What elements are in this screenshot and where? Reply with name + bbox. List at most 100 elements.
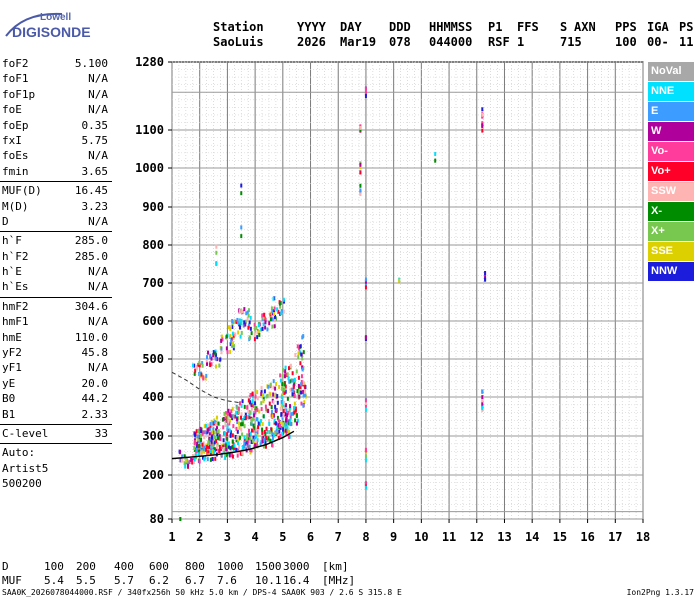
echo-point bbox=[211, 442, 214, 447]
param-value: 3.65 bbox=[81, 164, 109, 178]
param-row: foF2 5.100 bbox=[0, 56, 112, 71]
echo-point bbox=[250, 439, 253, 444]
echo-point bbox=[246, 443, 249, 448]
echo-point bbox=[211, 457, 214, 462]
echo-point bbox=[273, 324, 276, 329]
echo-point bbox=[261, 313, 264, 318]
echo-point bbox=[247, 308, 250, 313]
echo-point bbox=[265, 436, 268, 441]
echo-point bbox=[225, 346, 228, 351]
echo-point bbox=[481, 107, 484, 112]
row-value: 6.2 bbox=[149, 574, 169, 587]
echo-point bbox=[191, 458, 194, 463]
echo-point bbox=[244, 415, 247, 420]
echo-point bbox=[282, 414, 285, 419]
header-col-label: PS bbox=[679, 20, 694, 34]
echo-point bbox=[200, 429, 203, 434]
echo-point bbox=[237, 416, 240, 421]
echo-point bbox=[219, 357, 222, 362]
echo-point bbox=[240, 403, 243, 408]
echo-point bbox=[238, 425, 241, 430]
param-value: N/A bbox=[88, 87, 108, 101]
echo-point bbox=[364, 485, 367, 490]
param-value: 304.6 bbox=[74, 299, 108, 313]
echo-point bbox=[243, 404, 246, 409]
echo-point bbox=[256, 330, 259, 335]
echo-point bbox=[196, 434, 199, 439]
param-label: fxI bbox=[2, 133, 22, 147]
param-value: 110.0 bbox=[74, 330, 108, 344]
echo-point bbox=[292, 406, 295, 411]
echo-point bbox=[219, 447, 222, 452]
echo-point bbox=[249, 335, 252, 340]
echo-point bbox=[280, 394, 283, 399]
echo-point bbox=[300, 390, 303, 395]
echo-point bbox=[222, 438, 225, 443]
param-value: 5.75 bbox=[81, 133, 109, 147]
echo-point bbox=[297, 351, 300, 356]
echo-point bbox=[235, 447, 238, 452]
echo-point bbox=[201, 442, 204, 447]
echo-point bbox=[205, 358, 208, 363]
echo-point bbox=[270, 404, 273, 409]
echo-point bbox=[271, 309, 274, 314]
echo-point bbox=[201, 363, 204, 368]
echo-point bbox=[292, 411, 295, 416]
param-label: foEs bbox=[2, 149, 29, 163]
echo-point bbox=[279, 423, 282, 428]
echo-point bbox=[201, 455, 204, 460]
echo-point bbox=[250, 406, 253, 411]
echo-point bbox=[235, 410, 238, 415]
echo-point bbox=[254, 410, 257, 415]
echo-point bbox=[190, 457, 193, 462]
echo-point bbox=[193, 446, 196, 451]
echo-point bbox=[241, 432, 244, 437]
echo-point bbox=[205, 447, 208, 452]
echo-point bbox=[202, 430, 205, 435]
echo-point bbox=[246, 436, 249, 441]
echo-point bbox=[258, 332, 261, 337]
echo-point bbox=[224, 418, 227, 423]
param-divider bbox=[0, 423, 112, 425]
y-tick-label: 200 bbox=[142, 468, 164, 482]
param-row: B1 2.33 bbox=[0, 407, 112, 422]
x-tick-label: 4 bbox=[252, 530, 259, 544]
param-label: foF1 bbox=[2, 72, 29, 86]
echo-point bbox=[284, 384, 287, 389]
param-row: hmF1 N/A bbox=[0, 314, 112, 329]
header-col-value: RSF bbox=[488, 35, 510, 49]
echo-point bbox=[240, 191, 243, 196]
echo-point bbox=[262, 444, 265, 449]
header-col-value: 11 bbox=[679, 35, 694, 49]
echo-point bbox=[294, 408, 297, 413]
echo-point bbox=[231, 433, 234, 438]
echo-point bbox=[261, 422, 264, 427]
header-col-label: IGA bbox=[647, 20, 669, 34]
echo-point bbox=[208, 431, 211, 436]
echo-point bbox=[289, 387, 292, 392]
echo-point bbox=[364, 400, 367, 405]
echo-point bbox=[262, 414, 265, 419]
echo-point bbox=[269, 392, 272, 397]
echo-point bbox=[235, 426, 238, 431]
echo-point bbox=[364, 454, 367, 459]
x-tick-label: 15 bbox=[553, 530, 567, 544]
row-value: 16.4 bbox=[283, 574, 310, 587]
echo-point bbox=[293, 394, 296, 399]
echo-point bbox=[240, 225, 243, 230]
echo-point bbox=[288, 419, 291, 424]
echo-point bbox=[236, 429, 239, 434]
echo-point bbox=[481, 406, 484, 411]
clevel-row: C-level 33 bbox=[0, 426, 112, 441]
row-value: 10.1 bbox=[255, 574, 282, 587]
echo-point bbox=[278, 301, 281, 306]
echo-point bbox=[223, 411, 226, 416]
header-col-label: AXN bbox=[574, 20, 596, 34]
echo-point bbox=[284, 428, 287, 433]
x-tick-label: 2 bbox=[196, 530, 203, 544]
echo-point bbox=[291, 387, 294, 392]
x-tick-label: 10 bbox=[414, 530, 428, 544]
echo-point bbox=[294, 406, 297, 411]
echo-point bbox=[195, 447, 198, 452]
echo-point bbox=[271, 311, 274, 316]
